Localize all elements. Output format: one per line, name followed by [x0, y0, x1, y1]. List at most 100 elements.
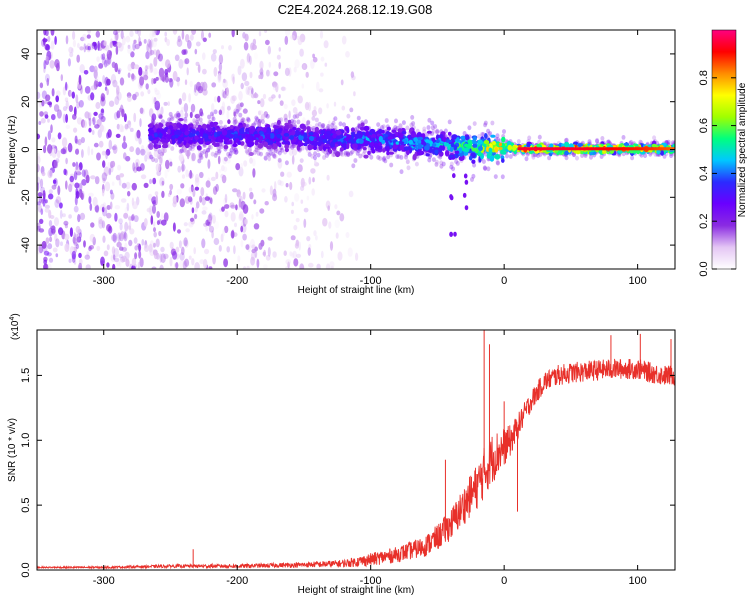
spectrogram-cell: [40, 117, 46, 124]
spectrogram-cell: [520, 147, 523, 151]
spectrogram-cell: [491, 151, 496, 156]
spectrogram-cell: [265, 39, 270, 46]
spectrogram-cell: [244, 148, 249, 154]
spectrogram-cell: [60, 148, 66, 155]
spectrogram-cell: [482, 165, 487, 171]
spectrogram-cell: [399, 155, 404, 160]
spectrogram-cell: [326, 174, 330, 181]
spectrogram-cell: [105, 56, 110, 67]
spectrogram-cell: [652, 147, 655, 151]
spectrogram-cell: [138, 137, 142, 145]
spectrogram-cell: [127, 120, 131, 126]
spectrogram-cell: [261, 188, 266, 193]
spectrogram-cell: [376, 155, 381, 160]
spectrogram-cell: [163, 101, 168, 106]
spectrogram-cell: [51, 88, 55, 97]
spectrogram-cell: [140, 148, 146, 156]
spectrogram-cell: [133, 166, 138, 173]
spectrogram-cell: [224, 137, 230, 141]
spectrogram-cell: [238, 90, 243, 101]
spectrogram-cell: [529, 147, 532, 151]
spectrogram-cell: [453, 231, 457, 237]
spectrogram-cell: [253, 120, 258, 125]
spectrogram-cell: [384, 118, 389, 123]
spectrogram-cell: [73, 205, 79, 213]
spectrogram-cell: [67, 89, 72, 97]
spectrogram-cell: [149, 178, 152, 184]
spectrogram-cell: [405, 159, 410, 165]
spectrogram-cell: [467, 139, 472, 145]
spectrogram-cell: [234, 222, 237, 228]
spectrogram-cell: [656, 147, 659, 151]
spectrogram-cell: [126, 92, 132, 98]
spectrogram-cell: [74, 166, 81, 174]
spectrogram-cell: [180, 183, 185, 189]
spectrogram-cell: [290, 34, 296, 40]
spectrogram-cell: [55, 196, 62, 204]
spectrogram-cell: [131, 257, 137, 267]
spectrogram-cell: [197, 158, 202, 164]
spectrogram-cell: [376, 122, 381, 127]
spectrogram-cell: [116, 41, 122, 49]
spectrogram-cell: [42, 243, 48, 253]
spectrogram-cell: [119, 246, 124, 251]
spectrogram-cell: [300, 199, 304, 204]
spectrogram-cell: [243, 41, 249, 51]
spectrogram-cell: [416, 132, 422, 138]
spectrogram-cell: [183, 49, 188, 55]
spectrogram-cell: [151, 118, 155, 124]
spectrogram-cell: [339, 151, 344, 157]
spectrogram-cell: [223, 166, 228, 173]
spectrogram-cell: [265, 151, 270, 157]
spectrogram-cell: [386, 146, 390, 153]
spectrogram-cell: [581, 147, 584, 151]
spectrogram-cell: [580, 147, 583, 151]
spectrogram-cell: [283, 113, 288, 121]
spectrogram-cell: [165, 59, 171, 69]
spectrogram-cell: [202, 206, 208, 211]
spectrogram-cell: [230, 204, 236, 209]
spectrogram-cell: [284, 160, 289, 166]
spectrogram-cell: [169, 161, 173, 167]
spectrogram-cell: [433, 124, 438, 129]
spectrogram-cell: [118, 42, 124, 52]
spectrogram-cell: [274, 129, 279, 134]
spectrogram-cell: [38, 194, 43, 203]
spectrogram-cell: [609, 147, 612, 151]
spectrogram-cell: [226, 140, 231, 145]
spectrogram-cell: [314, 126, 319, 132]
spectrogram-cell: [486, 166, 491, 172]
spectrogram-cell: [88, 117, 92, 127]
spectrogram-cell: [84, 254, 91, 260]
spectrogram-cell: [263, 128, 267, 133]
spectrogram-cell: [660, 150, 664, 156]
spectrogram-cell: [160, 151, 165, 157]
spectrogram-cell: [123, 212, 129, 219]
spectrogram-cell: [192, 120, 198, 129]
spectrogram-cell: [191, 30, 197, 35]
spectrogram-cell: [406, 165, 411, 171]
spectrogram-cell: [114, 205, 121, 210]
spectrogram-cell: [90, 92, 95, 101]
spectrogram-cell: [223, 258, 229, 268]
spectrogram-cell: [171, 135, 176, 140]
y-tick-label: 40: [20, 48, 32, 60]
spectrogram-cell: [477, 139, 483, 145]
spectrogram-cell: [149, 154, 154, 160]
spectrogram-cell: [65, 35, 69, 45]
spectrogram-cell: [343, 150, 348, 156]
spectrogram-cell: [502, 129, 506, 134]
colorbar-tick-label: 0.6: [698, 118, 710, 133]
spectrogram-cell: [292, 114, 297, 120]
spectrogram-cell: [37, 91, 41, 100]
spectrogram-cell: [320, 250, 324, 259]
spectrogram-cell: [534, 147, 538, 151]
spectrogram-cell: [81, 149, 84, 158]
spectrogram-cell: [316, 263, 321, 269]
spectrogram-cell: [297, 164, 303, 173]
spectrogram-cell: [79, 232, 82, 239]
spectrogram-cell: [154, 89, 160, 96]
spectrogram-cell: [64, 243, 70, 253]
spectrogram-cell: [37, 245, 41, 255]
spectrogram-cell: [574, 147, 578, 151]
